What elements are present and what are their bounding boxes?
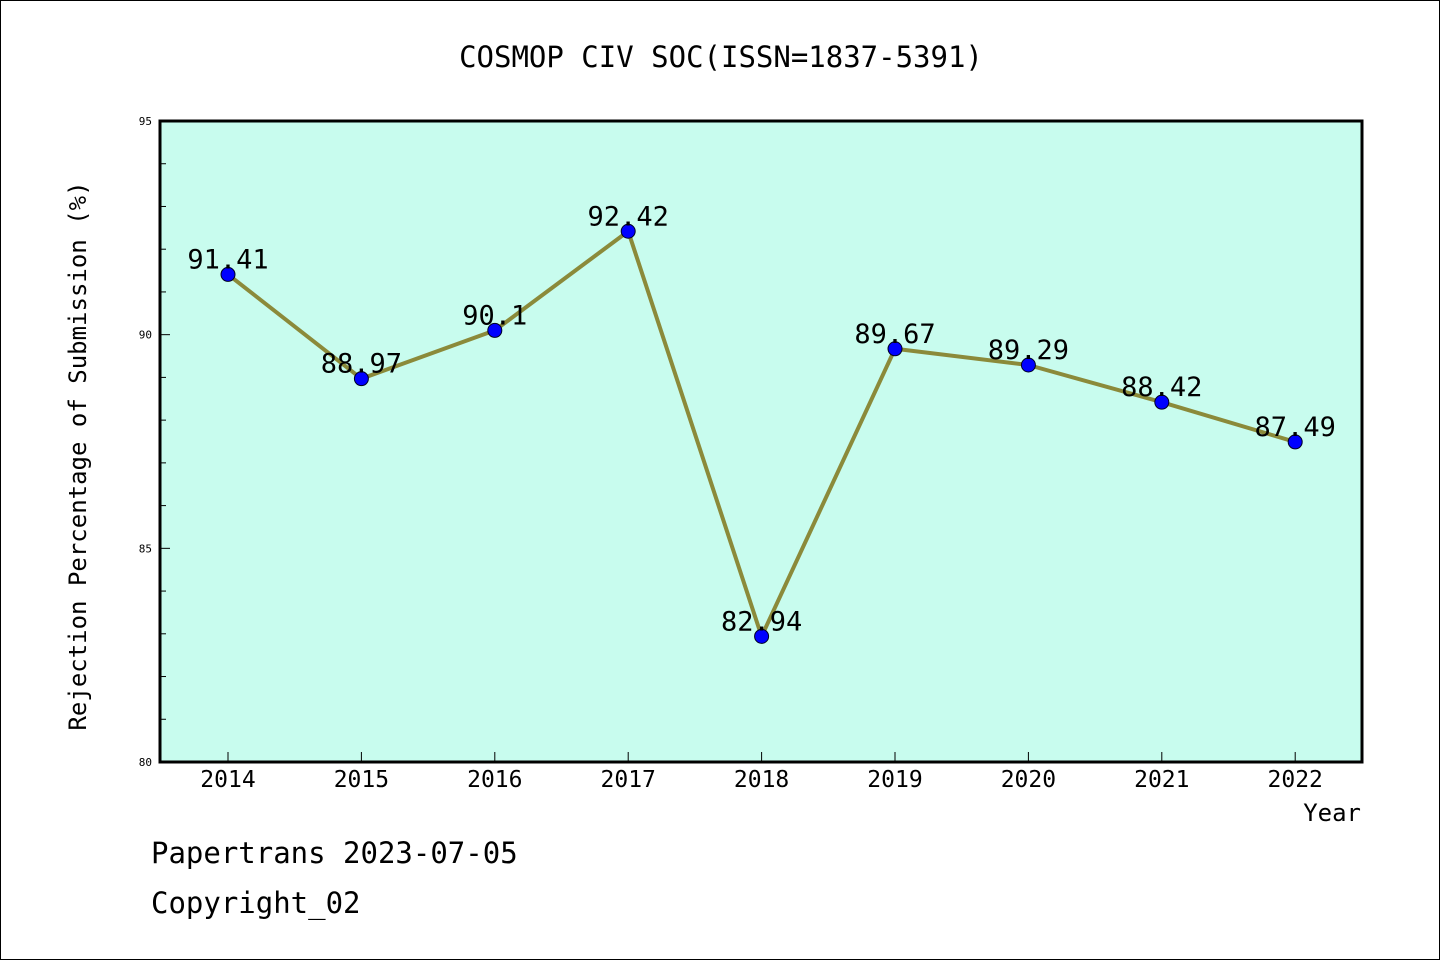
x-tick-label: 2015 (334, 767, 389, 793)
data-label: 88.42 (1121, 372, 1202, 403)
chart-title: COSMOP CIV SOC(ISSN=1837-5391) (459, 40, 983, 74)
x-tick-label: 2020 (1001, 767, 1056, 793)
data-label: 88.97 (321, 349, 402, 380)
data-point (620, 223, 636, 239)
x-tick-label: 2016 (467, 767, 522, 793)
data-label: 92.42 (588, 201, 669, 232)
data-labels: 91.41 88.97 90.1 92.42 82.94 89.67 89.29 88.42 8… (187, 201, 1335, 637)
x-tick-label: 2021 (1134, 767, 1189, 793)
data-point (220, 266, 236, 282)
footer-date: Papertrans 2023-07-05 (151, 836, 518, 870)
data-point (887, 341, 903, 357)
data-label: 87.49 (1255, 412, 1336, 443)
y-axis-label: Rejection Percentage of Submission (%) (64, 181, 92, 730)
data-point (754, 628, 770, 644)
x-axis-label: Year (1303, 799, 1361, 827)
data-points (220, 223, 1303, 644)
plot-frame (158, 119, 1364, 764)
x-tick-label: 2017 (601, 767, 656, 793)
data-point (1020, 357, 1036, 373)
y-tick-label: 80 (139, 756, 152, 769)
data-point (1154, 394, 1170, 410)
x-tick-label: 2018 (734, 767, 789, 793)
y-tick-label: 95 (139, 115, 152, 128)
footer-copyright: Copyright_02 (151, 886, 361, 920)
data-label: 89.29 (988, 335, 1069, 366)
data-label: 91.41 (187, 244, 268, 275)
x-tick-label: 2019 (867, 767, 922, 793)
y-tick-label: 90 (139, 329, 152, 342)
data-point (1287, 434, 1303, 450)
data-point (353, 371, 369, 387)
data-label: 90.1 (462, 300, 527, 331)
x-tick-label: 2022 (1268, 767, 1323, 793)
x-tick-label: 2014 (200, 767, 255, 793)
plot-area (160, 121, 1362, 762)
data-label: 89.67 (854, 319, 935, 350)
y-tick-label: 85 (139, 542, 152, 555)
x-axis: 2014 2015 2016 2017 2018 2019 2020 2021 2022 (200, 752, 1323, 793)
data-point (487, 322, 503, 338)
data-label: 82.94 (721, 606, 802, 637)
